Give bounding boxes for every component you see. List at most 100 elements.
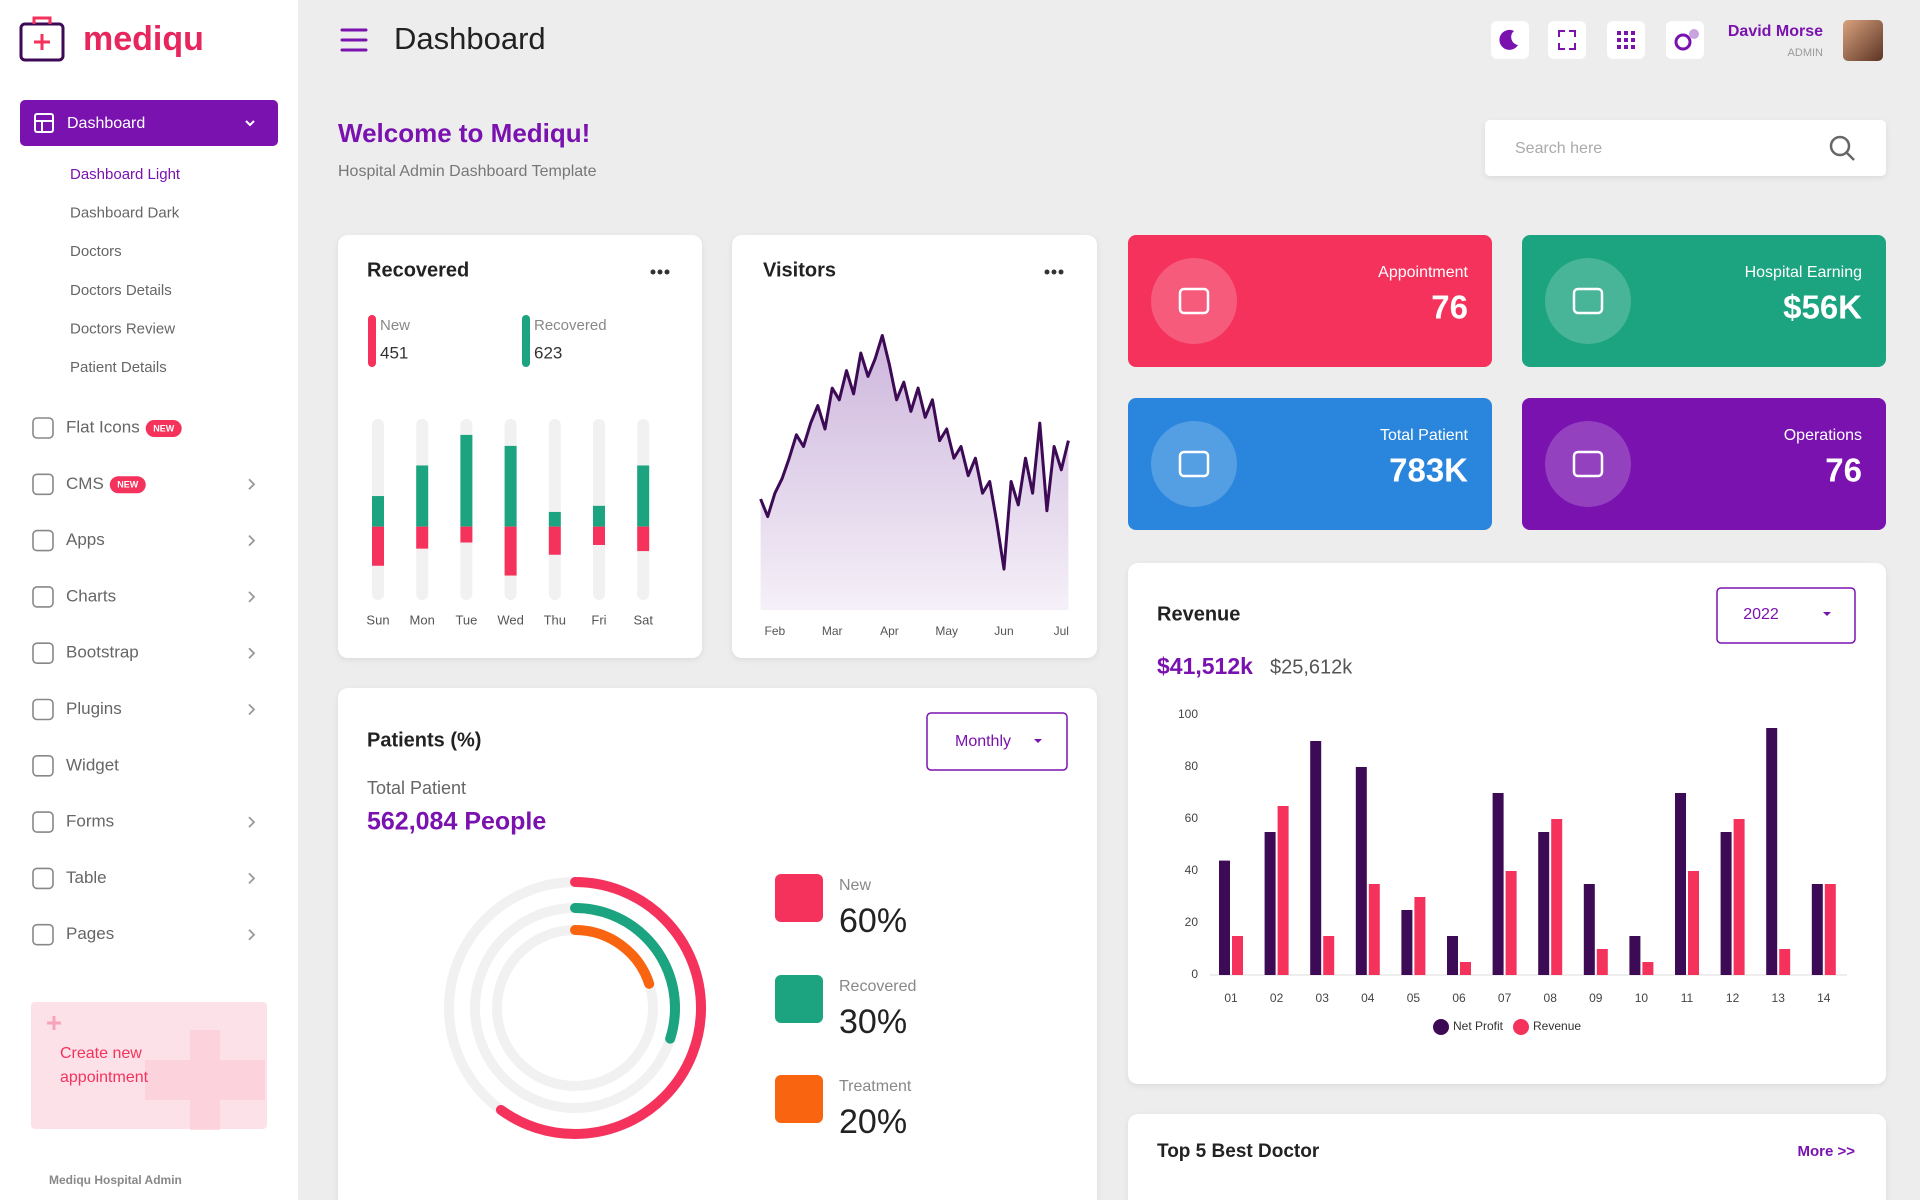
settings-button[interactable]	[1666, 21, 1704, 59]
summary-secondary: $25,612k	[1270, 656, 1353, 678]
user-name: David Morse	[1728, 23, 1823, 40]
line	[759, 334, 1070, 571]
stat-card[interactable]	[1522, 398, 1886, 530]
card-menu[interactable]	[1044, 269, 1064, 275]
x-tick-label: 11	[1681, 991, 1694, 1005]
submenu-item[interactable]: Patient Details	[70, 359, 167, 376]
chevron	[248, 816, 256, 828]
chevron	[245, 120, 255, 127]
y-tick-label: 60	[1185, 811, 1199, 825]
menu-icon	[32, 586, 54, 608]
x-tick-label: 07	[1498, 991, 1512, 1005]
user-role: ADMIN	[1788, 47, 1824, 59]
stat-label: Operations	[1784, 427, 1862, 444]
promo-text: Create new	[60, 1045, 142, 1062]
legend-swatch	[1513, 1019, 1529, 1035]
dropdown-label: Monthly	[955, 733, 1011, 750]
legend-label: Net Profit	[1453, 1019, 1504, 1033]
menu-icon	[32, 867, 54, 890]
fullscreen-button[interactable]	[1548, 21, 1586, 59]
x-tick-label: Tue	[455, 612, 477, 627]
y-tick-label: 0	[1191, 967, 1198, 981]
bar	[1811, 884, 1823, 975]
menu-item[interactable]: Forms	[66, 812, 114, 831]
menu-item[interactable]: Flat Icons	[66, 417, 140, 436]
x-tick-label: Fri	[591, 612, 606, 627]
menu-item[interactable]: Pages	[66, 924, 114, 943]
doctors-more[interactable]: More >>	[1797, 1143, 1855, 1160]
x-tick-label: Apr	[880, 624, 899, 638]
chevron	[248, 647, 256, 659]
recovered-card	[338, 235, 702, 658]
submenu-item[interactable]: Doctors Details	[70, 282, 172, 299]
submenu-item[interactable]: Doctors Review	[70, 320, 175, 337]
legend-total: 623	[534, 343, 562, 362]
nav-active-label: Dashboard	[67, 115, 145, 132]
card-title: Revenue	[1157, 603, 1240, 625]
logo-icon	[19, 16, 65, 62]
menu-item[interactable]: Charts	[66, 586, 116, 605]
stat-icon-bg	[1545, 258, 1631, 344]
promo-cross	[145, 1030, 265, 1130]
bar	[372, 496, 384, 527]
bar	[1505, 871, 1517, 975]
promo-text: appointment	[60, 1069, 149, 1086]
menu-item[interactable]: Bootstrap	[66, 643, 139, 662]
x-tick-label: Feb	[765, 624, 786, 638]
moon-icon	[1499, 29, 1518, 50]
badge	[145, 420, 182, 437]
menu-item[interactable]: Table	[66, 868, 107, 887]
settings-dot	[1689, 29, 1699, 39]
brand: mediqu	[83, 20, 204, 58]
stat-icon-bg	[1151, 421, 1237, 507]
x-tick-label: Sun	[366, 612, 389, 627]
dropdown[interactable]	[926, 712, 1068, 771]
welcome-subtitle: Hospital Admin Dashboard Template	[338, 163, 597, 180]
stat-value: 76	[1825, 452, 1862, 489]
submenu-item[interactable]: Dashboard Dark	[70, 205, 180, 222]
menu-item[interactable]: CMS	[66, 474, 104, 493]
menu-icon	[32, 642, 54, 665]
bar	[1492, 793, 1504, 975]
bar	[372, 526, 384, 566]
menu-item[interactable]: Apps	[66, 530, 105, 549]
bar	[1583, 884, 1595, 975]
x-tick-label: May	[935, 624, 958, 638]
total: 562,084 People	[367, 808, 546, 836]
menu-item[interactable]: Widget	[66, 755, 119, 774]
bar	[1277, 806, 1289, 975]
bar	[1264, 832, 1276, 975]
stat-card[interactable]	[1522, 235, 1886, 367]
apps-icon	[1617, 31, 1635, 49]
value-label: 60%	[839, 902, 907, 940]
ring	[492, 925, 658, 1091]
nav-active[interactable]	[20, 100, 278, 146]
x-tick-label: 03	[1316, 991, 1330, 1005]
search-box[interactable]	[1485, 120, 1886, 176]
bar	[1538, 832, 1550, 975]
bar	[1368, 884, 1380, 975]
badge	[109, 476, 146, 494]
submenu-item[interactable]: Dashboard Light	[70, 166, 181, 183]
x-tick-label: Mon	[410, 612, 435, 627]
stat-value: $56K	[1783, 289, 1862, 326]
bar	[1766, 728, 1778, 975]
stat-card[interactable]	[1128, 235, 1492, 367]
card-menu[interactable]	[650, 269, 670, 275]
y-tick-label: 40	[1185, 863, 1199, 877]
bar	[637, 465, 650, 527]
header-buttons	[1491, 21, 1704, 59]
sidebar	[0, 0, 298, 1200]
avatar[interactable]	[1843, 20, 1883, 61]
bar	[1720, 832, 1732, 975]
menu-item[interactable]: Plugins	[66, 699, 122, 718]
stat-icon	[1572, 450, 1604, 478]
bar	[1355, 767, 1367, 975]
submenu-item[interactable]: Doctors	[70, 243, 122, 260]
dropdown[interactable]	[1716, 587, 1856, 644]
menu-toggle[interactable]	[340, 28, 368, 52]
stat-card[interactable]	[1128, 398, 1492, 530]
sidebar-footer: Mediqu Hospital Admin	[49, 1173, 182, 1187]
